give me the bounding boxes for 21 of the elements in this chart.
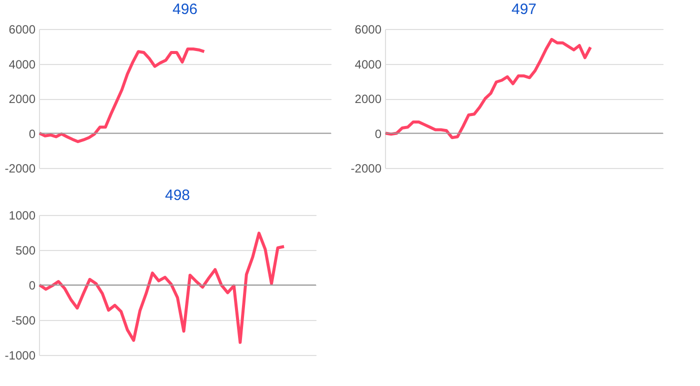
y-tick-label: 1000 — [8, 208, 36, 222]
y-tick-label: 0 — [374, 126, 382, 141]
y-tick-label: 4000 — [354, 57, 382, 72]
y-tick-label: 500 — [15, 244, 36, 258]
y-tick-label: -2000 — [350, 162, 382, 176]
y-tick-label: -2000 — [4, 162, 36, 176]
line-series — [38, 232, 286, 344]
chart-title: 496 — [172, 1, 198, 18]
y-tick-label: -1000 — [4, 348, 36, 362]
chart-title: 497 — [511, 1, 537, 18]
y-tick-label: 2000 — [354, 92, 382, 106]
y-tick-label: 6000 — [8, 22, 36, 36]
chart-title: 498 — [164, 187, 190, 204]
y-tick-label: 0 — [28, 126, 36, 141]
y-tick-label: 0 — [28, 278, 36, 292]
y-tick-label: 6000 — [354, 22, 382, 36]
line-series — [384, 38, 592, 140]
y-tick-label: 4000 — [8, 57, 36, 72]
line-series — [38, 47, 206, 144]
y-tick-label: 2000 — [8, 92, 36, 106]
y-tick-label: -500 — [11, 314, 36, 328]
